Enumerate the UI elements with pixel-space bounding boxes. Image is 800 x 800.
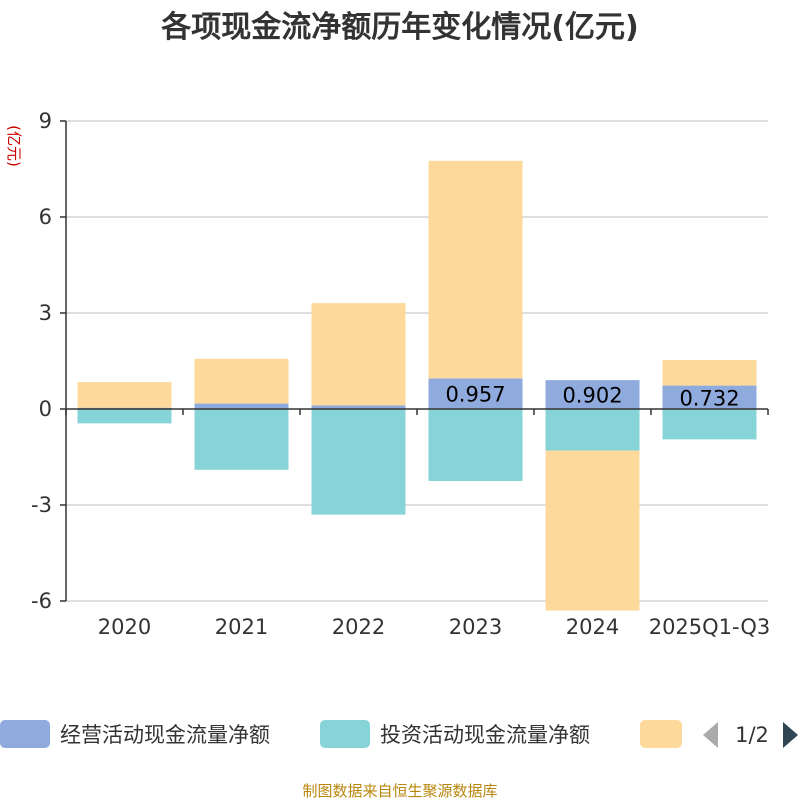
legend-swatch-third [640,720,682,748]
legend-item-third[interactable] [640,720,682,748]
bar-third-2021 [194,358,289,404]
bar-third-2023 [428,160,523,379]
bar-investing-2024 [545,409,640,451]
bars-layer [77,160,757,611]
x-tick-label: 2025Q1-Q3 [649,615,771,639]
bar-third-2022 [311,303,406,406]
y-axis-label: (亿元) [5,125,23,167]
x-tick-label: 2024 [566,615,619,639]
bar-third-2024 [545,450,640,611]
x-tick-label: 2020 [98,615,151,639]
legend: 经营活动现金流量净额 投资活动现金流量净额 1/2 [0,720,798,748]
x-tick-label: 2021 [215,615,268,639]
data-label: 0.902 [562,384,622,408]
bar-third-2025Q1-Q3 [662,359,757,386]
data-label: 0.732 [679,386,739,410]
legend-page-indicator: 1/2 [735,723,769,747]
legend-swatch-investing [320,720,370,748]
y-tick-label: -6 [31,589,52,613]
bar-operating-2023 [428,378,523,409]
y-tick-label: 3 [39,301,52,325]
y-tick-label: -3 [31,493,52,517]
legend-swatch-operating [0,720,50,748]
y-tick-label: 0 [39,397,52,421]
bar-operating-2021 [194,403,289,409]
legend-item-operating[interactable]: 经营活动现金流量净额 [0,720,270,748]
y-tick-label: 6 [39,205,52,229]
x-tick-label: 2022 [332,615,385,639]
bar-third-2020 [77,382,172,408]
bar-operating-2025Q1-Q3 [662,385,757,409]
bar-operating-2022 [311,405,406,409]
data-labels-layer: 0.957 0.902 0.732 [445,383,739,411]
legend-label-operating: 经营活动现金流量净额 [60,723,270,747]
bar-operating-2024 [545,380,640,409]
legend-next-page-icon[interactable] [783,722,798,748]
y-tick-label: 9 [39,109,52,133]
axis-layer: 9 6 3 0 -3 -6 2020 2021 2022 2023 2024 2025Q1-Q3 [31,109,770,639]
bar-investing-2022 [311,409,406,515]
bar-investing-2021 [194,409,289,470]
legend-label-investing: 投资活动现金流量净额 [380,723,590,747]
legend-item-investing[interactable]: 投资活动现金流量净额 [320,720,590,748]
chart-title: 各项现金流净额历年变化情况(亿元) [160,10,638,45]
bar-investing-2023 [428,409,523,481]
source-note: 制图数据来自恒生聚源数据库 [302,782,497,800]
grid-layer [66,120,768,602]
bar-investing-2020 [77,409,172,424]
bar-investing-2025Q1-Q3 [662,409,757,440]
x-tick-label: 2023 [449,615,502,639]
legend-prev-page-icon[interactable] [703,722,718,748]
data-label: 0.957 [445,383,505,407]
